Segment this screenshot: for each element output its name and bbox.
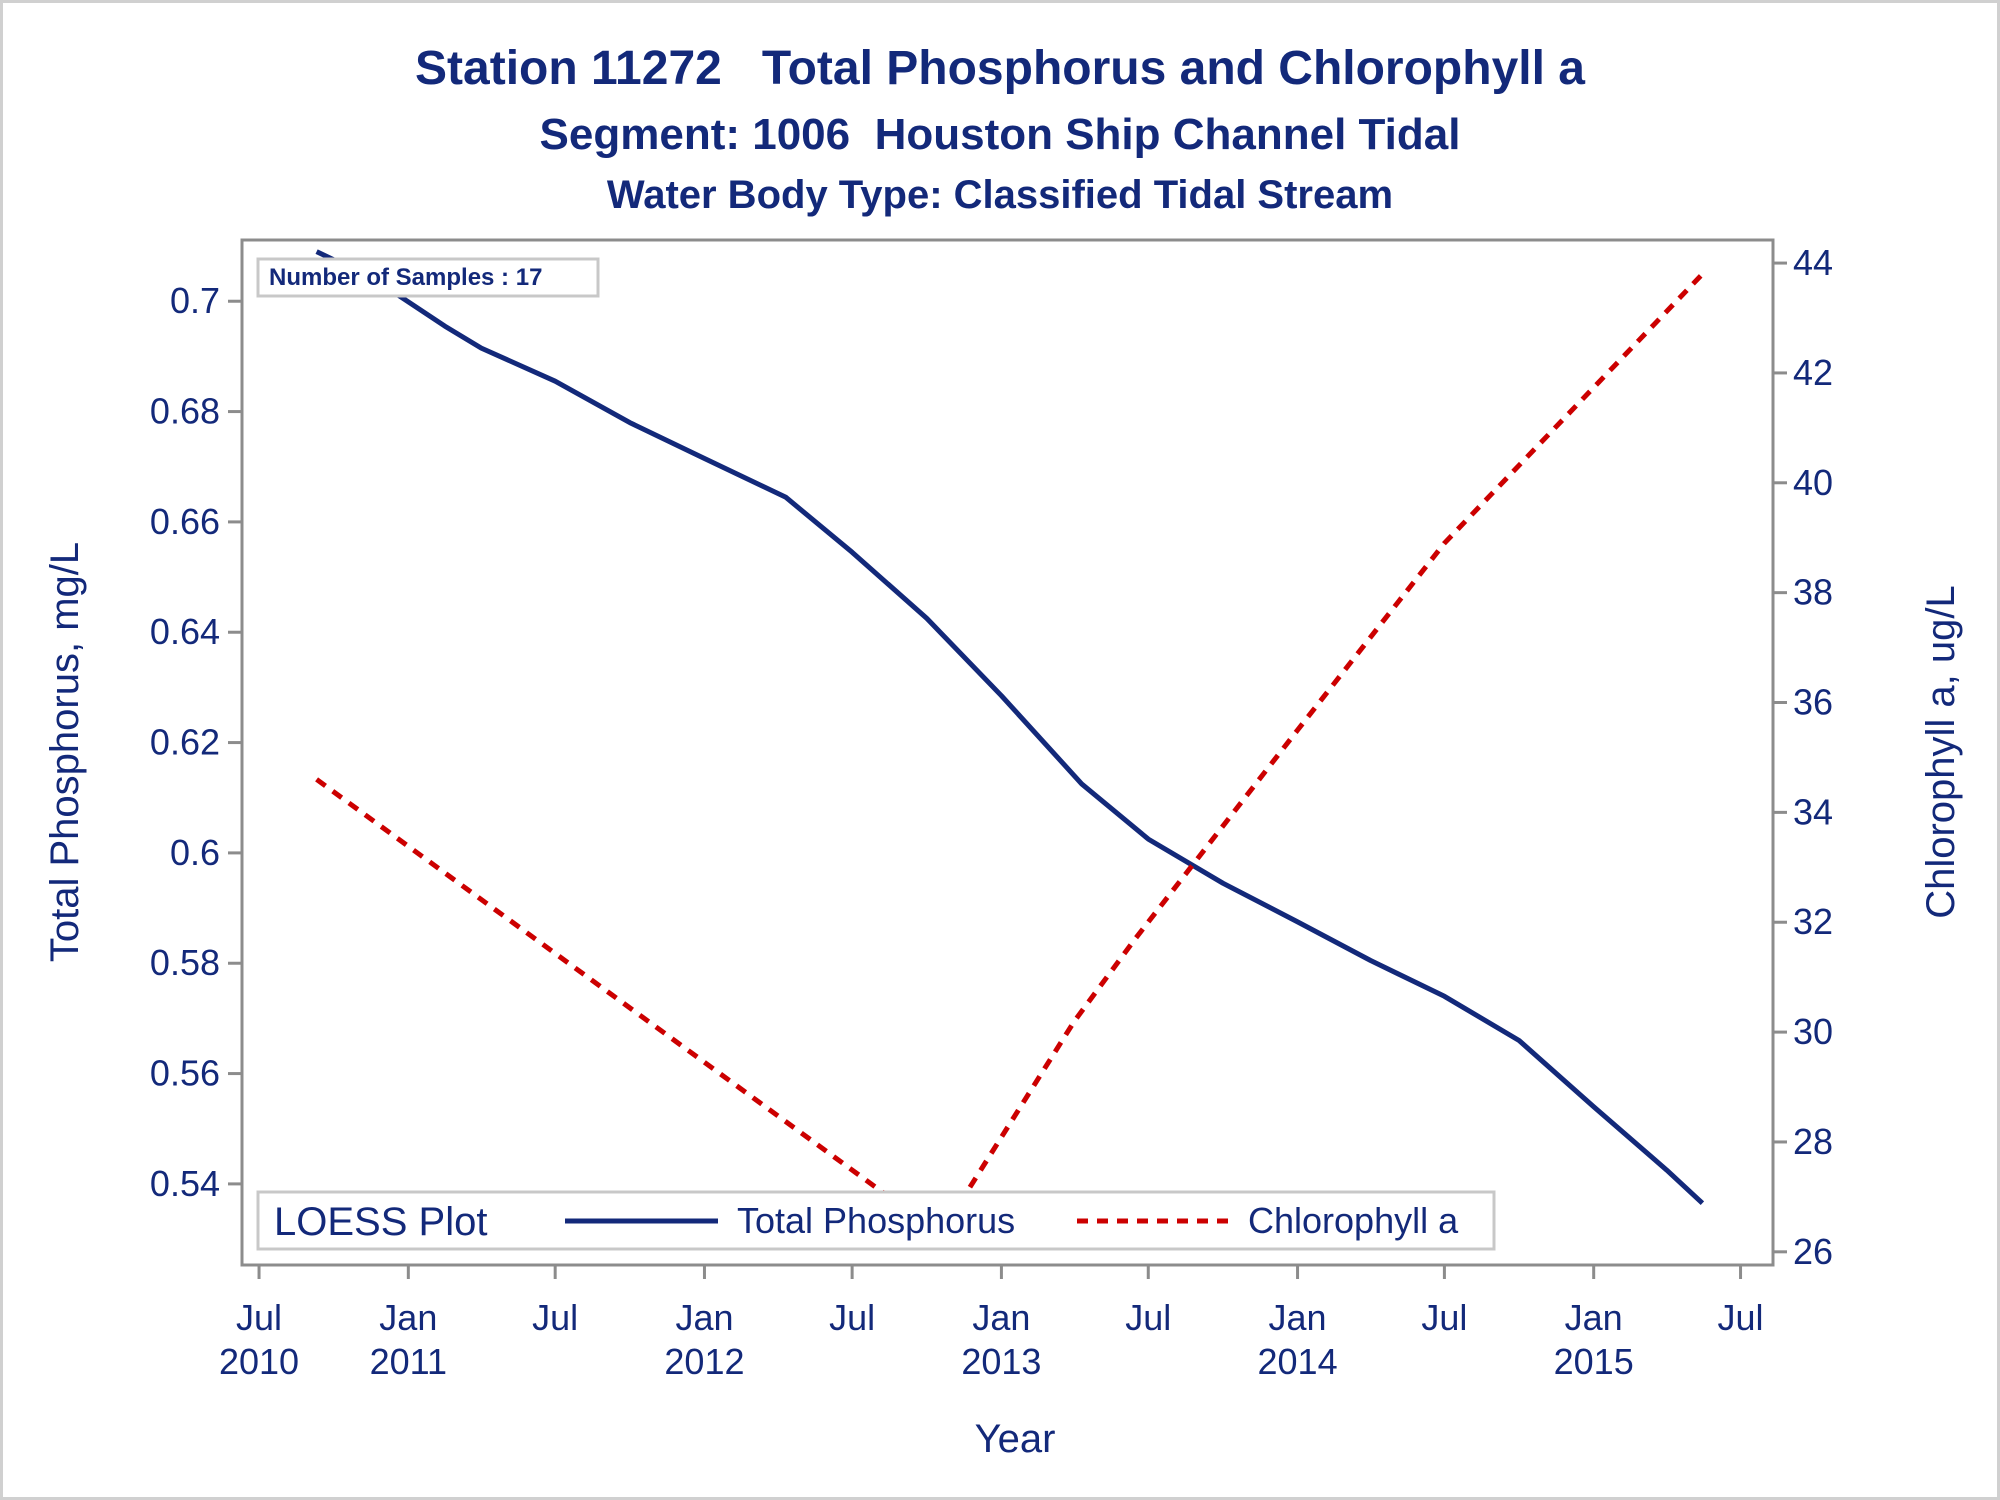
sample-count-inset: Number of Samples : 17	[256, 257, 600, 298]
y-tick-label: 0.56	[150, 1053, 220, 1094]
y2-tick-label: 30	[1793, 1011, 1833, 1052]
y2-tick-label: 36	[1793, 682, 1833, 723]
y2-tick-label: 38	[1793, 572, 1833, 613]
y-axis-right: 26 28 30 32 34 36 38 40 42 44	[1773, 242, 1833, 1272]
x-tick-label: Jul	[1125, 1297, 1171, 1338]
y-tick-label: 0.64	[150, 611, 220, 652]
legend: LOESS Plot Total Phosphorus Chlorophyll …	[256, 1190, 1496, 1251]
y-axis-label: Total Phosphorus, mg/L	[43, 542, 87, 962]
x-tick-year-label: 2015	[1554, 1341, 1634, 1382]
x-tick-label: Jul	[829, 1297, 875, 1338]
x-tick-label: Jan	[972, 1297, 1030, 1338]
y-tick-label: 0.62	[150, 722, 220, 763]
x-tick-label: Jul	[532, 1297, 578, 1338]
x-tick-year-label: 2010	[219, 1341, 299, 1382]
y-tick-label: 0.58	[150, 942, 220, 983]
y2-axis-label: Chlorophyll a, ug/L	[1919, 585, 1963, 919]
x-tick-label: Jan	[379, 1297, 437, 1338]
sample-count-box	[256, 257, 600, 298]
x-tick-label: Jan	[1269, 1297, 1327, 1338]
x-tick-year-label: 2012	[664, 1341, 744, 1382]
x-tick-label: Jan	[675, 1297, 733, 1338]
y2-tick-label: 28	[1793, 1121, 1833, 1162]
series-line-total-phosphorus	[315, 249, 1705, 1206]
y2-tick-label: 32	[1793, 901, 1833, 942]
x-tick-year-label: 2014	[1258, 1341, 1338, 1382]
y-tick-label: 0.66	[150, 501, 220, 542]
sample-count-text: Number of Samples : 17	[269, 264, 542, 291]
y-tick-label: 0.6	[170, 832, 220, 873]
series-line-chlorophyll-a	[315, 272, 1705, 1233]
legend-label-total-phosphorus: Total Phosphorus	[737, 1200, 1015, 1241]
chart-subtitle: Segment: 1006 Houston Ship Channel Tidal	[540, 110, 1461, 159]
y-tick-label: 0.7	[170, 280, 220, 321]
y2-tick-label: 34	[1793, 791, 1833, 832]
legend-box	[256, 1190, 1496, 1251]
x-tick-label: Jul	[1718, 1297, 1764, 1338]
chart-title: Station 11272 Total Phosphorus and Chlor…	[415, 42, 1585, 95]
legend-title: LOESS Plot	[274, 1200, 487, 1244]
plot-border	[240, 238, 1775, 1267]
y-tick-label: 0.54	[150, 1163, 220, 1204]
x-tick-label: Jul	[236, 1297, 282, 1338]
x-tick-label: Jan	[1565, 1297, 1623, 1338]
legend-label-chlorophyll-a: Chlorophyll a	[1248, 1200, 1459, 1241]
plot-area	[240, 238, 1775, 1267]
y2-tick-label: 26	[1793, 1231, 1833, 1272]
y-axis-left: 0.54 0.56 0.58 0.6 0.62 0.64 0.66 0.68 0.7	[150, 280, 242, 1204]
y2-tick-label: 40	[1793, 462, 1833, 503]
y2-tick-label: 44	[1793, 242, 1833, 283]
x-tick-year-label: 2013	[961, 1341, 1041, 1382]
y-tick-label: 0.68	[150, 391, 220, 432]
x-tick-year-label: 2011	[370, 1341, 447, 1382]
x-tick-label: Jul	[1421, 1297, 1467, 1338]
x-axis-label: Year	[975, 1417, 1056, 1461]
y2-tick-label: 42	[1793, 352, 1833, 393]
chart-subtitle-2: Water Body Type: Classified Tidal Stream	[607, 173, 1393, 217]
series-layer	[315, 249, 1705, 1233]
